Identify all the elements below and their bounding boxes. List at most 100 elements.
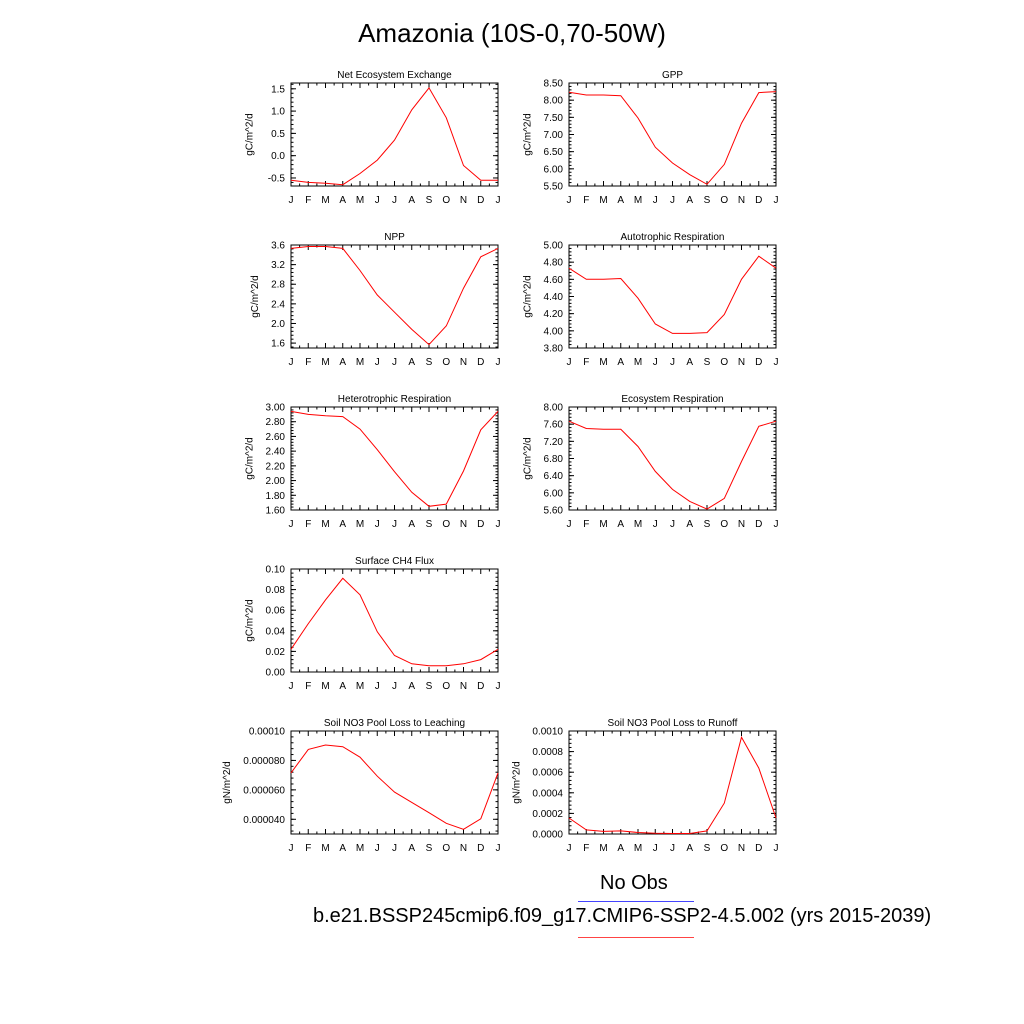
x-tick-label: J <box>392 357 397 368</box>
x-tick-label: D <box>477 681 484 692</box>
x-tick-label: F <box>305 519 311 530</box>
x-tick-label: D <box>755 843 762 854</box>
x-tick-label: J <box>496 681 501 692</box>
y-tick-label: 0.0004 <box>532 788 563 799</box>
x-tick-label: N <box>738 843 745 854</box>
y-tick-label: 1.6 <box>271 339 285 350</box>
plot-frame <box>290 730 499 835</box>
x-tick-label: M <box>321 681 329 692</box>
y-tick-label: 3.2 <box>271 260 285 271</box>
x-tick-label: N <box>738 195 745 206</box>
series-line-5-0 <box>568 420 777 510</box>
y-tick-label: 0.00 <box>266 668 286 679</box>
y-tick-label: 6.40 <box>544 471 564 482</box>
plot-frame <box>290 82 499 187</box>
x-tick-label: D <box>755 357 762 368</box>
x-tick-label: J <box>653 843 658 854</box>
x-tick-label: J <box>653 195 658 206</box>
x-tick-label: J <box>653 357 658 368</box>
x-tick-label: J <box>774 195 779 206</box>
x-tick-label: A <box>339 843 346 854</box>
y-tick-label: 6.00 <box>544 164 564 175</box>
legend-obs-line <box>578 901 694 902</box>
x-tick-label: M <box>599 843 607 854</box>
y-tick-label: 1.80 <box>266 491 286 502</box>
series-line-8-0 <box>568 735 777 834</box>
x-tick-label: O <box>720 195 728 206</box>
x-tick-label: J <box>392 519 397 530</box>
y-tick-label: 7.60 <box>544 420 564 431</box>
x-tick-label: J <box>774 357 779 368</box>
x-tick-label: J <box>670 357 675 368</box>
y-axis-label: gC/m^2/d <box>245 599 256 642</box>
y-tick-label: 0.0010 <box>532 727 563 738</box>
x-tick-label: A <box>686 843 693 854</box>
x-tick-label: A <box>617 357 624 368</box>
x-tick-label: M <box>321 357 329 368</box>
y-tick-label: 6.80 <box>544 454 564 465</box>
x-tick-label: F <box>583 519 589 530</box>
y-tick-label: 0.06 <box>266 606 286 617</box>
y-axis-label: gC/m^2/d <box>523 113 534 156</box>
x-tick-label: J <box>496 357 501 368</box>
y-tick-label: 2.0 <box>271 319 285 330</box>
x-tick-label: J <box>392 195 397 206</box>
x-tick-label: A <box>408 357 415 368</box>
series-line-4-0 <box>290 410 499 507</box>
x-tick-label: M <box>634 519 642 530</box>
x-tick-label: M <box>634 357 642 368</box>
y-tick-label: 0.00010 <box>249 727 286 738</box>
panel-title-1: GPP <box>662 70 683 81</box>
y-tick-label: 1.5 <box>271 84 285 95</box>
y-tick-label: 0.0002 <box>532 809 563 820</box>
series-line-3-0 <box>568 255 777 334</box>
panel-title-5: Ecosystem Respiration <box>621 394 723 405</box>
y-tick-label: 7.00 <box>544 130 564 141</box>
y-tick-label: 2.80 <box>266 417 286 428</box>
x-tick-label: A <box>686 357 693 368</box>
x-tick-label: A <box>408 843 415 854</box>
x-tick-label: M <box>356 357 364 368</box>
x-tick-label: F <box>583 843 589 854</box>
x-tick-label: J <box>289 195 294 206</box>
x-tick-label: M <box>356 195 364 206</box>
x-tick-label: J <box>567 843 572 854</box>
y-tick-label: 3.6 <box>271 241 285 252</box>
panel-title-3: Autotrophic Respiration <box>621 232 725 243</box>
plot-frame <box>568 82 777 187</box>
series-line-7-0 <box>290 744 499 830</box>
series-line-0-0 <box>290 87 498 186</box>
panel-title-4: Heterotrophic Respiration <box>338 394 451 405</box>
legend-obs-label: No Obs <box>600 872 668 894</box>
x-tick-label: A <box>339 519 346 530</box>
x-tick-label: M <box>356 681 364 692</box>
y-tick-label: 3.00 <box>266 403 286 414</box>
y-axis-label: gC/m^2/d <box>523 275 534 318</box>
panel-title-8: Soil NO3 Pool Loss to Runoff <box>608 718 738 729</box>
x-tick-label: O <box>442 357 450 368</box>
x-tick-label: J <box>774 843 779 854</box>
x-tick-label: S <box>426 519 433 530</box>
y-axis-label: gC/m^2/d <box>245 437 256 480</box>
y-tick-label: 0.0006 <box>532 768 563 779</box>
y-tick-label: -0.5 <box>268 173 286 184</box>
x-tick-label: S <box>426 195 433 206</box>
x-tick-label: O <box>442 519 450 530</box>
x-tick-label: O <box>442 195 450 206</box>
y-tick-label: 2.8 <box>271 280 285 291</box>
x-tick-label: M <box>599 195 607 206</box>
y-tick-label: 4.60 <box>544 275 564 286</box>
plot-frame <box>290 568 499 673</box>
x-tick-label: J <box>375 681 380 692</box>
legend-case-line <box>578 937 694 938</box>
y-axis-label: gN/m^2/d <box>222 761 233 804</box>
x-tick-label: J <box>392 681 397 692</box>
x-tick-label: O <box>720 357 728 368</box>
x-tick-label: M <box>321 519 329 530</box>
y-tick-label: 0.000080 <box>243 756 285 767</box>
x-tick-label: S <box>426 681 433 692</box>
x-tick-label: F <box>583 195 589 206</box>
